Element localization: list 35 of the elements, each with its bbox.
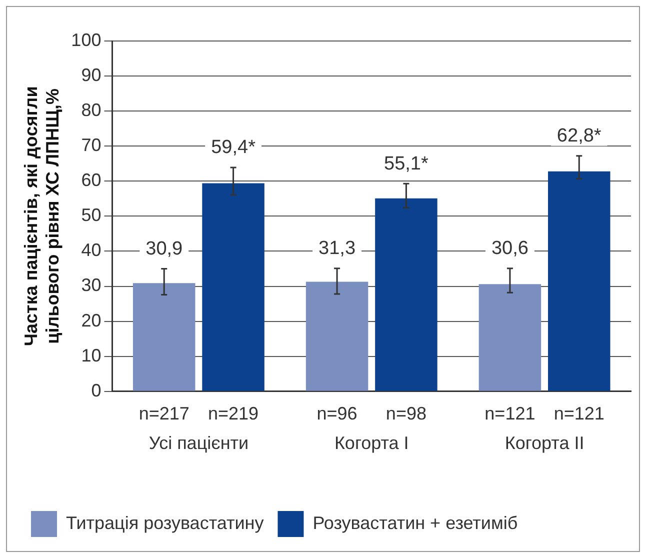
y-tick-label: 0	[91, 380, 102, 400]
data-label: 62,8*	[556, 126, 602, 147]
text: n=121	[484, 403, 536, 424]
data-label: 30,9	[146, 238, 183, 260]
y-tick-label: 100	[71, 30, 102, 50]
text: n=217	[138, 403, 190, 424]
y-tick-label: 80	[81, 100, 102, 120]
bar	[202, 183, 264, 391]
y-axis-title: Частка пацієнтів, які досягли цільового рівня ХС ЛПНЩ,%	[20, 86, 62, 346]
y-tick-label: 90	[81, 65, 102, 86]
text: n=219	[208, 403, 259, 424]
legend-label: Титрація розувастатину	[66, 512, 264, 533]
y-tick-label: 50	[81, 205, 102, 226]
data-label: 59,4*	[211, 137, 256, 158]
y-tick-label: 70	[81, 135, 102, 156]
y-tick-label: 20	[81, 310, 102, 330]
bar	[478, 284, 542, 391]
data-label: 30,6	[491, 238, 528, 260]
y-tick-label: 40	[81, 240, 102, 260]
text: n=96	[316, 403, 358, 424]
bar	[375, 198, 438, 391]
text: n=121	[554, 403, 604, 424]
bar	[548, 171, 610, 391]
y-tick-label: 60	[81, 170, 102, 190]
y-tick-label: 30	[81, 275, 102, 296]
x-tick-label: Усі пацієнти	[148, 433, 249, 454]
bar	[306, 282, 368, 391]
x-tick-label: Когорта I	[334, 433, 409, 454]
legend-label: Розувастатин + езетиміб	[312, 512, 518, 533]
data-label: 55,1*	[384, 153, 429, 174]
data-label: 31,3	[318, 238, 356, 260]
text: n=98	[386, 403, 426, 424]
y-tick-label: 10	[81, 345, 102, 366]
bar	[132, 283, 196, 391]
x-tick-label: Когорта II	[504, 433, 584, 454]
